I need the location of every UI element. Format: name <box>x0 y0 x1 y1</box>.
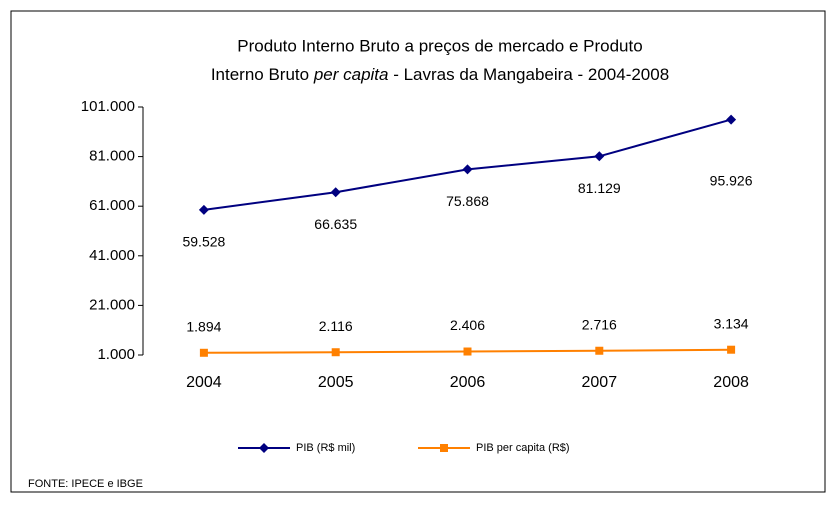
marker <box>330 187 341 198</box>
marker <box>462 164 473 175</box>
marker <box>595 346 604 355</box>
y-tick-label: 81.000 <box>89 148 135 165</box>
legend-label: PIB per capita (R$) <box>476 442 570 454</box>
data-label: 59.528 <box>182 234 225 250</box>
chart-title: - Lavras da Mangabeira - 2004-2008 <box>389 65 670 84</box>
legend-label: PIB (R$ mil) <box>296 442 355 454</box>
chart-title: Interno Bruto per capita - Lavras da Man… <box>211 65 669 84</box>
marker <box>440 444 448 452</box>
x-tick-label: 2006 <box>450 374 486 391</box>
marker <box>727 345 736 354</box>
marker <box>199 348 208 357</box>
data-label: 75.868 <box>446 193 489 209</box>
y-tick-label: 101.000 <box>81 98 135 115</box>
y-tick-label: 1.000 <box>97 346 135 363</box>
y-tick-label: 41.000 <box>89 247 135 264</box>
marker <box>259 443 269 453</box>
x-tick-label: 2004 <box>186 374 222 391</box>
chart-title: Produto Interno Bruto a preços de mercad… <box>237 36 642 55</box>
data-label: 2.116 <box>319 318 353 334</box>
x-tick-label: 2008 <box>713 374 749 391</box>
data-label: 2.406 <box>450 317 485 333</box>
source-note: FONTE: IPECE e IBGE <box>28 478 143 490</box>
marker <box>331 348 340 357</box>
chart-title: Interno Bruto <box>211 65 314 84</box>
chart-border <box>10 10 826 493</box>
data-label: 95.926 <box>710 172 753 188</box>
data-label: 3.134 <box>714 315 749 331</box>
data-label: 81.129 <box>578 180 621 196</box>
marker <box>726 114 737 125</box>
marker <box>198 204 209 215</box>
data-label: 1.894 <box>186 318 221 334</box>
marker <box>463 347 472 356</box>
y-tick-label: 61.000 <box>89 197 135 214</box>
chart-title: per capita <box>313 65 389 84</box>
y-tick-label: 21.000 <box>89 296 135 313</box>
marker <box>594 151 605 162</box>
data-label: 66.635 <box>314 216 357 232</box>
x-tick-label: 2005 <box>318 374 354 391</box>
data-label: 2.716 <box>582 316 617 332</box>
x-tick-label: 2007 <box>582 374 618 391</box>
